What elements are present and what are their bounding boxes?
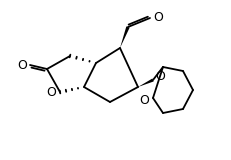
Text: O: O <box>46 85 56 99</box>
Text: O: O <box>139 93 148 107</box>
Polygon shape <box>119 26 129 48</box>
Polygon shape <box>137 79 153 87</box>
Text: O: O <box>152 11 162 24</box>
Text: O: O <box>154 69 164 83</box>
Text: O: O <box>17 59 27 72</box>
